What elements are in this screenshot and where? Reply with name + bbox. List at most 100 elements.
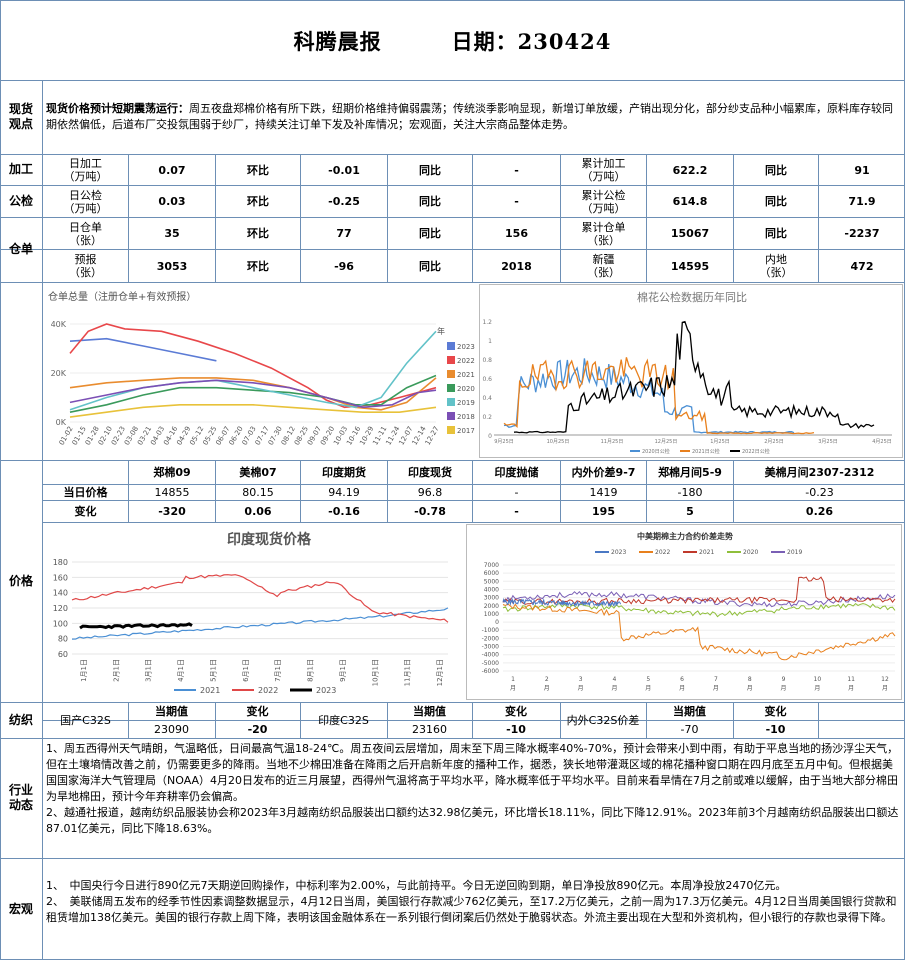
- spread-series-2023: [502, 597, 622, 608]
- spread-xunit-9: 月: [814, 685, 820, 692]
- warrant-legend-swatch-3: [447, 384, 455, 392]
- spot-view-text: 现货价格预计短期震荡运行：周五夜盘郑棉价格有所下跌，纽期价格维持偏弱震荡；传统淡…: [46, 101, 898, 133]
- india-xtick-8: 9月1日: [339, 659, 347, 682]
- price-row1-cell-0: 14855: [154, 486, 190, 499]
- spread-ytick-4: 3000: [484, 595, 499, 602]
- india-ytick-3: 120: [53, 604, 68, 613]
- india-series-2022: [71, 574, 449, 623]
- spot-view-body: 周五夜盘郑棉价格有所下跌，纽期价格维持偏弱震荡；传统淡季影响显现，新增订单放缓，…: [46, 102, 893, 131]
- price-row2-cell-0: -320: [158, 505, 186, 518]
- india-price-chart-svg: 印度现货价格 180 160 140 120 100 80 60 1月1日 2月1日 3月1日 4月1…: [53, 531, 449, 695]
- india-xtick-10: 11月1日: [404, 659, 412, 686]
- price-row2-label: 变化: [74, 505, 97, 518]
- side-process: 加工: [8, 162, 33, 176]
- price-row1-label: 当日价格: [63, 486, 108, 499]
- stats-cell-r0-c1: 0.07: [158, 163, 186, 177]
- price-header-1: 美棉07: [239, 466, 277, 479]
- spread-xtick-1: 2: [545, 676, 549, 683]
- yarn-c32-value: 23090: [154, 723, 189, 736]
- warrant-legend-swatch-2: [447, 370, 455, 378]
- stats-cell-r3-c2: 环比: [247, 259, 269, 273]
- warrant-series-2022: [69, 323, 437, 409]
- warrant-chart-title: 仓单总量（注册仓单+有效预报）: [48, 290, 196, 303]
- spread-xtick-6: 7: [714, 676, 718, 683]
- spot-side-label: 现货 观点: [8, 102, 33, 131]
- yarn-spread-cur-label: 当期值: [673, 705, 706, 718]
- industry-para-1: 1、周五西得州天气晴朗，气温略低，日间最高气温18-24℃。周五夜间云层增加，周…: [46, 742, 899, 803]
- spread-ytick-8: -1000: [482, 627, 500, 634]
- side-inspect: 公检: [8, 193, 33, 208]
- inspect-chart: 棉花公检数据历年同比 1.2 1 0.8 0.6 0.4 0.2 0 9月25日 10月25日 11…: [479, 284, 903, 458]
- warrant-ytick-2: 0K: [56, 418, 67, 427]
- inspect-ytick-4: 0.4: [482, 395, 492, 402]
- inspect-legend-label-0: 2020日公检: [642, 448, 670, 455]
- stats-cell-r0-c7: 622.2: [672, 163, 708, 177]
- spread-series-2022: [502, 603, 896, 661]
- warrant-chart-svg: 仓单总量（注册仓单+有效预报）40K20K0K01-0201-1501-2802…: [48, 290, 475, 447]
- warrant-series-2023: [69, 337, 217, 362]
- india-ytick-4: 100: [53, 619, 68, 628]
- stats-cell-r1-c5: -: [514, 195, 519, 208]
- stats-cell-r0-c0: 日加工 （万吨）: [63, 157, 108, 183]
- spread-xtick-0: 1: [511, 676, 515, 683]
- stats-cell-r0-c6: 累计加工 （万吨）: [581, 157, 626, 183]
- stats-cell-r1-c6: 累计公检 （万吨）: [581, 188, 626, 215]
- stats-cell-r3-c8: 内地 （张）: [759, 253, 793, 279]
- yarn-i32-value: 23160: [412, 723, 447, 736]
- warrant-chart: 仓单总量（注册仓单+有效预报） 40K 20K 0K 01-02 01-15 01-28 02…: [44, 284, 476, 458]
- india-xtick-11: 12月1日: [436, 659, 444, 686]
- spread-xunit-5: 月: [679, 685, 685, 692]
- price-row2-cell-5: 195: [592, 505, 615, 518]
- macro-text: 1、 中国央行今日进行890亿元7天期逆回购操作，中标利率为2.00%，与此前持…: [46, 878, 900, 926]
- spread-ytick-11: -4000: [482, 652, 500, 659]
- spread-xunit-8: 月: [781, 685, 787, 692]
- india-ytick-1: 160: [53, 573, 68, 582]
- india-xtick-9: 10月1日: [371, 659, 379, 686]
- india-ytick-2: 140: [53, 589, 68, 598]
- india-xtick-1: 2月1日: [112, 659, 120, 682]
- inspect-series-2021: [503, 357, 815, 435]
- stats-cell-r3-c1: 3053: [156, 259, 188, 273]
- macro-para-1: 1、 中国央行今日进行890亿元7天期逆回购操作，中标利率为2.00%，与此前持…: [46, 879, 787, 892]
- inspect-legend-label-2: 2022日公检: [742, 448, 770, 455]
- india-ytick-0: 180: [53, 558, 68, 567]
- spread-xtick-7: 8: [748, 676, 752, 683]
- spread-ytick-7: 0: [495, 619, 499, 626]
- spread-xunit-11: 月: [882, 685, 888, 692]
- yarn-c32-cur-label: 当期值: [155, 705, 188, 718]
- warrant-legend-label-3: 2020: [457, 385, 475, 393]
- side-industry: 行业 动态: [8, 783, 33, 812]
- warrant-legend-label-6: 2017: [457, 427, 475, 435]
- inspect-ytick-0: 1.2: [482, 319, 492, 326]
- stats-cell-r1-c1: 0.03: [158, 195, 186, 208]
- yarn-c32-chg-label: 变化: [246, 705, 269, 718]
- spot-view-lead: 现货价格预计短期震荡运行：: [46, 102, 189, 115]
- industry-text: 1、周五西得州天气晴朗，气温略低，日间最高气温18-24℃。周五夜间云层增加，周…: [46, 741, 900, 837]
- price-row2-cell-6: 5: [686, 505, 694, 518]
- stats-cell-r0-c2: 环比: [247, 163, 269, 177]
- yarn-spread-chg-label: 变化: [764, 705, 787, 718]
- warrant-series-2018: [69, 379, 437, 409]
- spread-ytick-12: -5000: [482, 660, 500, 667]
- price-row1-cell-6: -180: [677, 486, 703, 499]
- side-warrant: 仓单: [8, 242, 33, 256]
- stats-cell-r0-c8: 同比: [765, 163, 787, 177]
- spread-chart: 中美期棉主力合约价差走势 2023 2022 2021 2020 2019 7000 6000…: [466, 524, 902, 700]
- warrant-series-2017: [69, 404, 437, 418]
- spread-xunit-10: 月: [848, 685, 854, 692]
- inspect-xtick-5: 2月25日: [764, 439, 784, 445]
- stats-cell-r3-c6: 新疆 （张）: [587, 253, 620, 279]
- price-header-6: 郑棉月间5-9: [658, 466, 722, 479]
- stats-cell-r1-c9: 71.9: [848, 195, 876, 208]
- spread-ytick-3: 4000: [484, 586, 499, 593]
- price-row1-cell-1: 80.15: [242, 486, 274, 499]
- india-xtick-7: 8月1日: [307, 659, 315, 682]
- macro-para-2: 2、 美联储周五发布的经季节性因素调整数据显示，4月12日当周，美国银行存款减少…: [46, 895, 897, 924]
- warrant-legend-label-0: 2023: [457, 343, 475, 351]
- yarn-spread-change: -10: [765, 723, 786, 736]
- stats-cell-r1-c3: -0.25: [328, 195, 360, 208]
- spread-xunit-4: 月: [645, 685, 651, 692]
- stats-cell-r3-c3: -96: [334, 259, 354, 273]
- yarn-spread-value: -70: [680, 723, 699, 736]
